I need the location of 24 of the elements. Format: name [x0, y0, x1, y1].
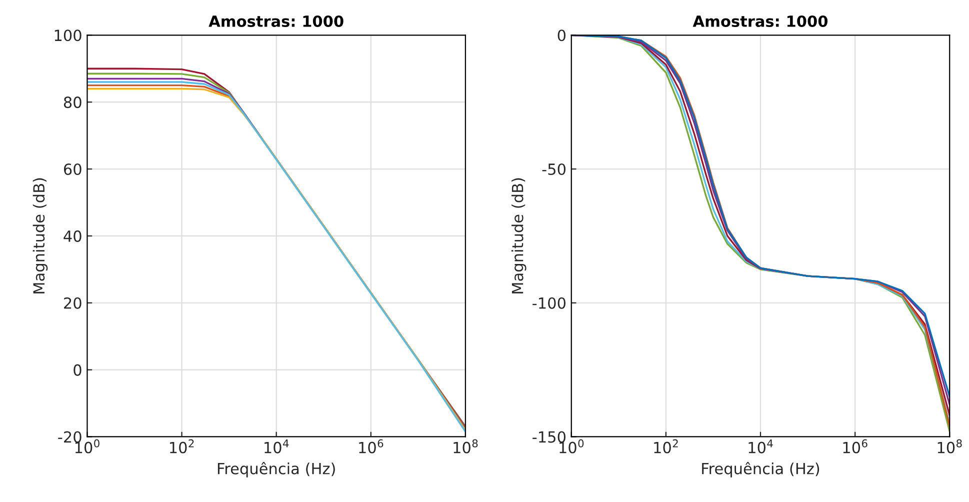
y-tick-label: 0: [74, 364, 82, 376]
x-axis-title: Frequência (Hz): [218, 462, 335, 478]
y-tick-label: 20: [64, 297, 82, 309]
y-axis-title: Magnitude (dB): [32, 178, 48, 294]
x-tick-label: 10$^{8}$: [454, 439, 478, 454]
x-tick-label: 10$^{6}$: [359, 439, 384, 454]
x-tick-label: 10$^{6}$: [843, 439, 868, 454]
x-tick-label: 10$^{2}$: [170, 439, 194, 454]
y-tick-label: 80: [64, 96, 82, 108]
y-tick-label: 0: [558, 30, 566, 42]
x-tick-label: 10$^{2}$: [654, 439, 678, 454]
x-tick-label: 10$^{4}$: [748, 439, 773, 454]
y-tick-label: -150: [532, 431, 566, 443]
y-tick-label: -50: [542, 163, 566, 176]
y-tick-label: 40: [64, 230, 82, 242]
y-tick-label: 60: [64, 163, 82, 176]
y-tick-label: -100: [532, 297, 566, 309]
y-axis-title: Magnitude (dB): [511, 178, 526, 294]
chart-title: Amostras: 1000: [208, 15, 344, 28]
y-tick-label: 100: [54, 30, 82, 42]
x-axis-title: Frequência (Hz): [702, 462, 820, 478]
chart-title: Amostras: 1000: [692, 15, 828, 28]
x-tick-label: 10$^{4}$: [264, 439, 289, 454]
x-tick-label: 10$^{8}$: [938, 439, 962, 454]
